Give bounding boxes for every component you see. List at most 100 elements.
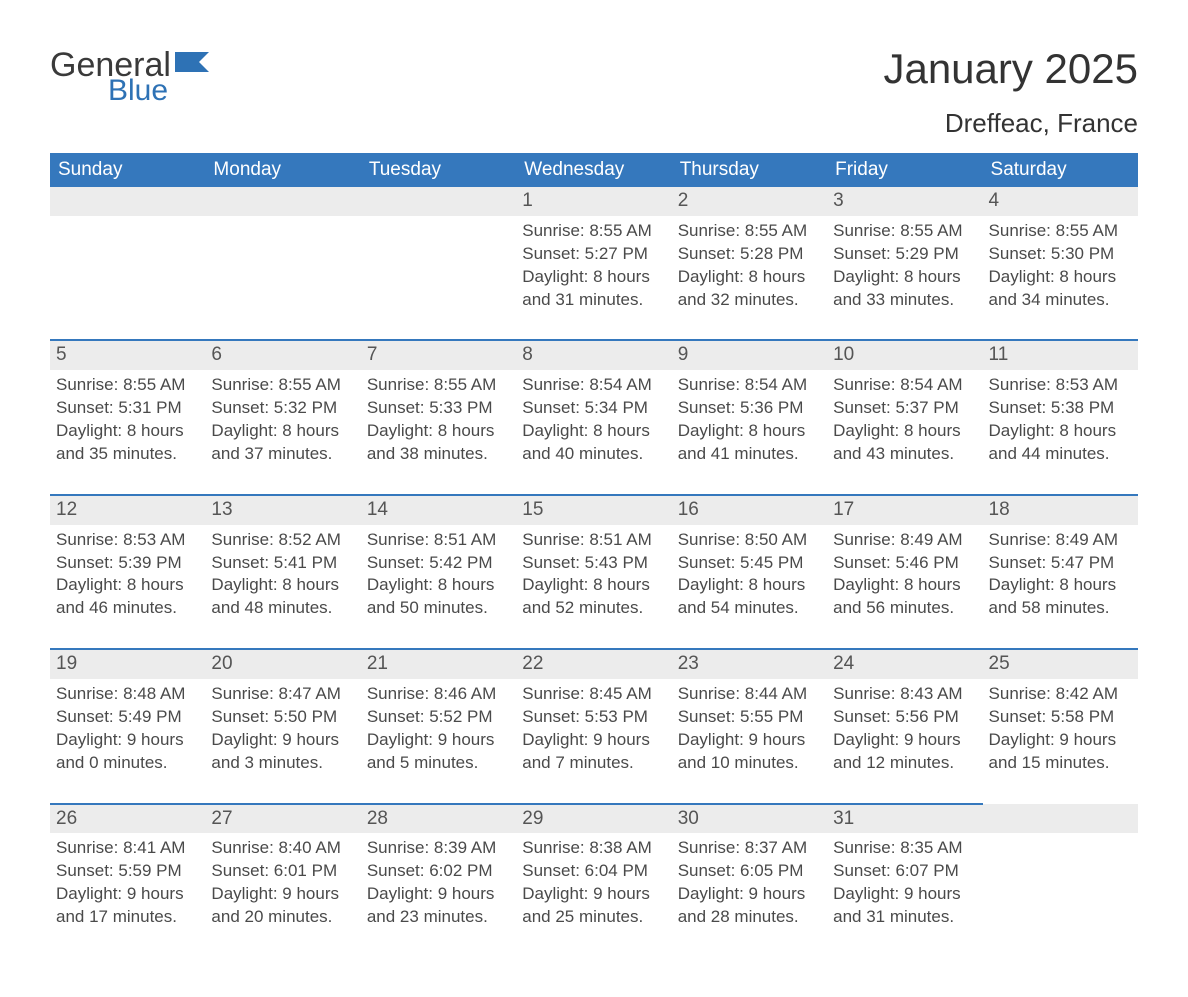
brand-logo: General Blue bbox=[50, 48, 213, 101]
logo-word-blue: Blue bbox=[108, 80, 213, 101]
sunrise-text: Sunrise: 8:55 AM bbox=[211, 374, 354, 397]
sunset-text: Sunset: 5:45 PM bbox=[678, 552, 821, 575]
sunrise-text: Sunrise: 8:55 AM bbox=[833, 220, 976, 243]
sunset-text: Sunset: 5:36 PM bbox=[678, 397, 821, 420]
day-number-cell: 3 bbox=[827, 187, 982, 216]
dl2-text: and 50 minutes. bbox=[367, 597, 510, 620]
sunrise-text: Sunrise: 8:55 AM bbox=[522, 220, 665, 243]
day-number-cell: 2 bbox=[672, 187, 827, 216]
dl2-text: and 46 minutes. bbox=[56, 597, 199, 620]
calendar-document: General Blue January 2025 Dreffeac, Fran… bbox=[0, 0, 1188, 997]
day-content-cell: Sunrise: 8:50 AMSunset: 5:45 PMDaylight:… bbox=[672, 525, 827, 650]
calendar-table: Sunday Monday Tuesday Wednesday Thursday… bbox=[50, 153, 1138, 957]
header-row: General Blue January 2025 Dreffeac, Fran… bbox=[50, 48, 1138, 139]
day-content-row: Sunrise: 8:48 AMSunset: 5:49 PMDaylight:… bbox=[50, 679, 1138, 804]
weekday-header: Friday bbox=[827, 153, 982, 187]
sunrise-text: Sunrise: 8:53 AM bbox=[56, 529, 199, 552]
day-content-cell: Sunrise: 8:42 AMSunset: 5:58 PMDaylight:… bbox=[983, 679, 1138, 804]
dl1-text: Daylight: 8 hours bbox=[211, 420, 354, 443]
day-content-cell: Sunrise: 8:51 AMSunset: 5:43 PMDaylight:… bbox=[516, 525, 671, 650]
dl1-text: Daylight: 9 hours bbox=[367, 883, 510, 906]
title-block: January 2025 Dreffeac, France bbox=[883, 48, 1138, 139]
weekday-header: Tuesday bbox=[361, 153, 516, 187]
sunset-text: Sunset: 5:33 PM bbox=[367, 397, 510, 420]
day-content-cell: Sunrise: 8:39 AMSunset: 6:02 PMDaylight:… bbox=[361, 833, 516, 957]
day-number-cell: 18 bbox=[983, 495, 1138, 525]
day-number-cell: 24 bbox=[827, 649, 982, 679]
sunrise-text: Sunrise: 8:50 AM bbox=[678, 529, 821, 552]
day-number-cell: 14 bbox=[361, 495, 516, 525]
day-content-cell: Sunrise: 8:49 AMSunset: 5:47 PMDaylight:… bbox=[983, 525, 1138, 650]
day-number-cell: 9 bbox=[672, 340, 827, 370]
day-number-cell bbox=[50, 187, 205, 216]
sunset-text: Sunset: 5:34 PM bbox=[522, 397, 665, 420]
dl1-text: Daylight: 9 hours bbox=[833, 729, 976, 752]
day-content-cell: Sunrise: 8:55 AMSunset: 5:30 PMDaylight:… bbox=[983, 216, 1138, 341]
dl1-text: Daylight: 8 hours bbox=[522, 266, 665, 289]
day-content-cell: Sunrise: 8:55 AMSunset: 5:28 PMDaylight:… bbox=[672, 216, 827, 341]
sunrise-text: Sunrise: 8:53 AM bbox=[989, 374, 1132, 397]
sunrise-text: Sunrise: 8:49 AM bbox=[833, 529, 976, 552]
sunrise-text: Sunrise: 8:51 AM bbox=[522, 529, 665, 552]
dl1-text: Daylight: 8 hours bbox=[989, 420, 1132, 443]
day-number-cell: 5 bbox=[50, 340, 205, 370]
sunset-text: Sunset: 6:04 PM bbox=[522, 860, 665, 883]
calendar-body: 1234Sunrise: 8:55 AMSunset: 5:27 PMDayli… bbox=[50, 187, 1138, 957]
dl2-text: and 54 minutes. bbox=[678, 597, 821, 620]
sunrise-text: Sunrise: 8:54 AM bbox=[678, 374, 821, 397]
day-number-cell: 8 bbox=[516, 340, 671, 370]
dl1-text: Daylight: 9 hours bbox=[989, 729, 1132, 752]
sunrise-text: Sunrise: 8:39 AM bbox=[367, 837, 510, 860]
sunset-text: Sunset: 5:28 PM bbox=[678, 243, 821, 266]
day-number-row: 262728293031 bbox=[50, 804, 1138, 834]
sunrise-text: Sunrise: 8:51 AM bbox=[367, 529, 510, 552]
day-number-cell: 22 bbox=[516, 649, 671, 679]
dl2-text: and 0 minutes. bbox=[56, 752, 199, 775]
day-content-cell: Sunrise: 8:45 AMSunset: 5:53 PMDaylight:… bbox=[516, 679, 671, 804]
sunrise-text: Sunrise: 8:55 AM bbox=[367, 374, 510, 397]
dl1-text: Daylight: 9 hours bbox=[522, 729, 665, 752]
day-number-row: 12131415161718 bbox=[50, 495, 1138, 525]
sunset-text: Sunset: 5:38 PM bbox=[989, 397, 1132, 420]
day-number-cell: 26 bbox=[50, 804, 205, 834]
day-number-cell bbox=[361, 187, 516, 216]
sunrise-text: Sunrise: 8:40 AM bbox=[211, 837, 354, 860]
day-number-row: 1234 bbox=[50, 187, 1138, 216]
sunrise-text: Sunrise: 8:55 AM bbox=[989, 220, 1132, 243]
day-content-row: Sunrise: 8:53 AMSunset: 5:39 PMDaylight:… bbox=[50, 525, 1138, 650]
dl2-text: and 34 minutes. bbox=[989, 289, 1132, 312]
day-content-cell: Sunrise: 8:55 AMSunset: 5:27 PMDaylight:… bbox=[516, 216, 671, 341]
sunset-text: Sunset: 6:01 PM bbox=[211, 860, 354, 883]
dl1-text: Daylight: 9 hours bbox=[678, 883, 821, 906]
dl1-text: Daylight: 9 hours bbox=[678, 729, 821, 752]
dl1-text: Daylight: 8 hours bbox=[833, 420, 976, 443]
day-number-cell: 23 bbox=[672, 649, 827, 679]
sunset-text: Sunset: 5:47 PM bbox=[989, 552, 1132, 575]
weekday-header: Saturday bbox=[983, 153, 1138, 187]
dl1-text: Daylight: 8 hours bbox=[678, 266, 821, 289]
day-number-cell: 17 bbox=[827, 495, 982, 525]
day-number-cell: 1 bbox=[516, 187, 671, 216]
day-number-cell: 19 bbox=[50, 649, 205, 679]
day-content-cell: Sunrise: 8:40 AMSunset: 6:01 PMDaylight:… bbox=[205, 833, 360, 957]
day-number-cell: 12 bbox=[50, 495, 205, 525]
day-content-cell: Sunrise: 8:51 AMSunset: 5:42 PMDaylight:… bbox=[361, 525, 516, 650]
dl2-text: and 37 minutes. bbox=[211, 443, 354, 466]
day-content-cell bbox=[983, 833, 1138, 957]
dl2-text: and 32 minutes. bbox=[678, 289, 821, 312]
day-number-cell: 31 bbox=[827, 804, 982, 834]
sunrise-text: Sunrise: 8:45 AM bbox=[522, 683, 665, 706]
day-content-cell: Sunrise: 8:53 AMSunset: 5:39 PMDaylight:… bbox=[50, 525, 205, 650]
dl1-text: Daylight: 9 hours bbox=[211, 883, 354, 906]
sunset-text: Sunset: 6:07 PM bbox=[833, 860, 976, 883]
dl1-text: Daylight: 8 hours bbox=[56, 420, 199, 443]
sunrise-text: Sunrise: 8:54 AM bbox=[522, 374, 665, 397]
day-content-cell: Sunrise: 8:35 AMSunset: 6:07 PMDaylight:… bbox=[827, 833, 982, 957]
day-number-cell: 13 bbox=[205, 495, 360, 525]
day-content-cell: Sunrise: 8:53 AMSunset: 5:38 PMDaylight:… bbox=[983, 370, 1138, 495]
logo-text-block: General Blue bbox=[50, 48, 213, 101]
day-content-cell: Sunrise: 8:46 AMSunset: 5:52 PMDaylight:… bbox=[361, 679, 516, 804]
sunset-text: Sunset: 5:49 PM bbox=[56, 706, 199, 729]
dl2-text: and 10 minutes. bbox=[678, 752, 821, 775]
dl1-text: Daylight: 8 hours bbox=[989, 266, 1132, 289]
